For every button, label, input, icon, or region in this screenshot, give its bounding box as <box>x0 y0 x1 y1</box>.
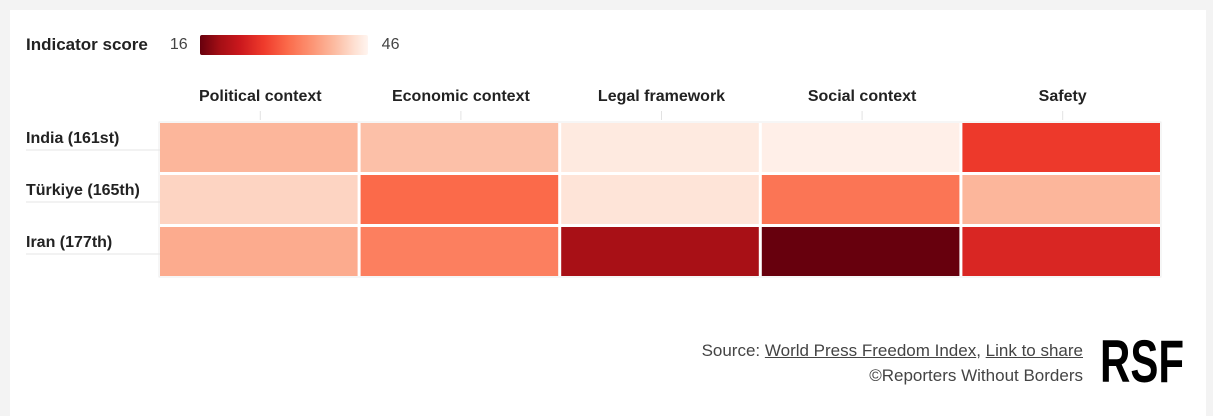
column-label: Social context <box>808 88 917 105</box>
source-link[interactable]: World Press Freedom Index <box>764 341 977 360</box>
source-separator: , <box>976 341 986 360</box>
heatmap-cell[interactable] <box>761 175 960 224</box>
heatmap-cell[interactable] <box>561 227 759 276</box>
heatmap-frame <box>158 121 1162 278</box>
legend-min-label: 16 <box>169 36 188 53</box>
heatmap-cell[interactable] <box>360 227 559 276</box>
copyright-text: ©Reporters Without Borders <box>869 366 1083 385</box>
heatmap-cell[interactable] <box>561 175 759 224</box>
legend-title: Indicator score <box>26 35 148 54</box>
heatmap-cell[interactable] <box>160 227 358 276</box>
source-note: Source: World Press Freedom Index, Link … <box>702 338 1083 388</box>
legend-color-scale <box>199 35 368 55</box>
legend-max-label: 46 <box>381 36 400 53</box>
heatmap-cell[interactable] <box>160 175 358 224</box>
heatmap-cell[interactable] <box>761 227 960 276</box>
heatmap-cell[interactable] <box>761 123 960 172</box>
heatmap-cell[interactable] <box>360 123 559 172</box>
source-prefix: Source: <box>701 341 765 360</box>
heatmap-cell[interactable] <box>160 123 358 172</box>
color-legend: Indicator score 16 46 <box>26 34 399 56</box>
row-label: Iran (177th) <box>26 234 112 251</box>
heatmap-chart: Political context Economic context Legal f… <box>26 88 1162 278</box>
column-label: Political context <box>199 88 322 105</box>
heatmap-cell[interactable] <box>962 123 1160 172</box>
heatmap-cell[interactable] <box>962 175 1160 224</box>
row-label: Türkiye (165th) <box>26 182 140 199</box>
column-label: Safety <box>1039 88 1087 105</box>
rsf-logo: RSF <box>1100 330 1184 388</box>
row-label: India (161st) <box>26 130 119 147</box>
heatmap-cell[interactable] <box>962 227 1160 276</box>
column-label: Economic context <box>392 88 530 105</box>
rsf-logo-text: RSF <box>1100 330 1184 388</box>
share-link[interactable]: Link to share <box>985 341 1083 360</box>
heatmap-cell[interactable] <box>561 123 759 172</box>
column-label: Legal framework <box>598 88 725 105</box>
heatmap-cell[interactable] <box>360 175 559 224</box>
source-line: Source: World Press Freedom Index, Link … <box>702 338 1083 363</box>
